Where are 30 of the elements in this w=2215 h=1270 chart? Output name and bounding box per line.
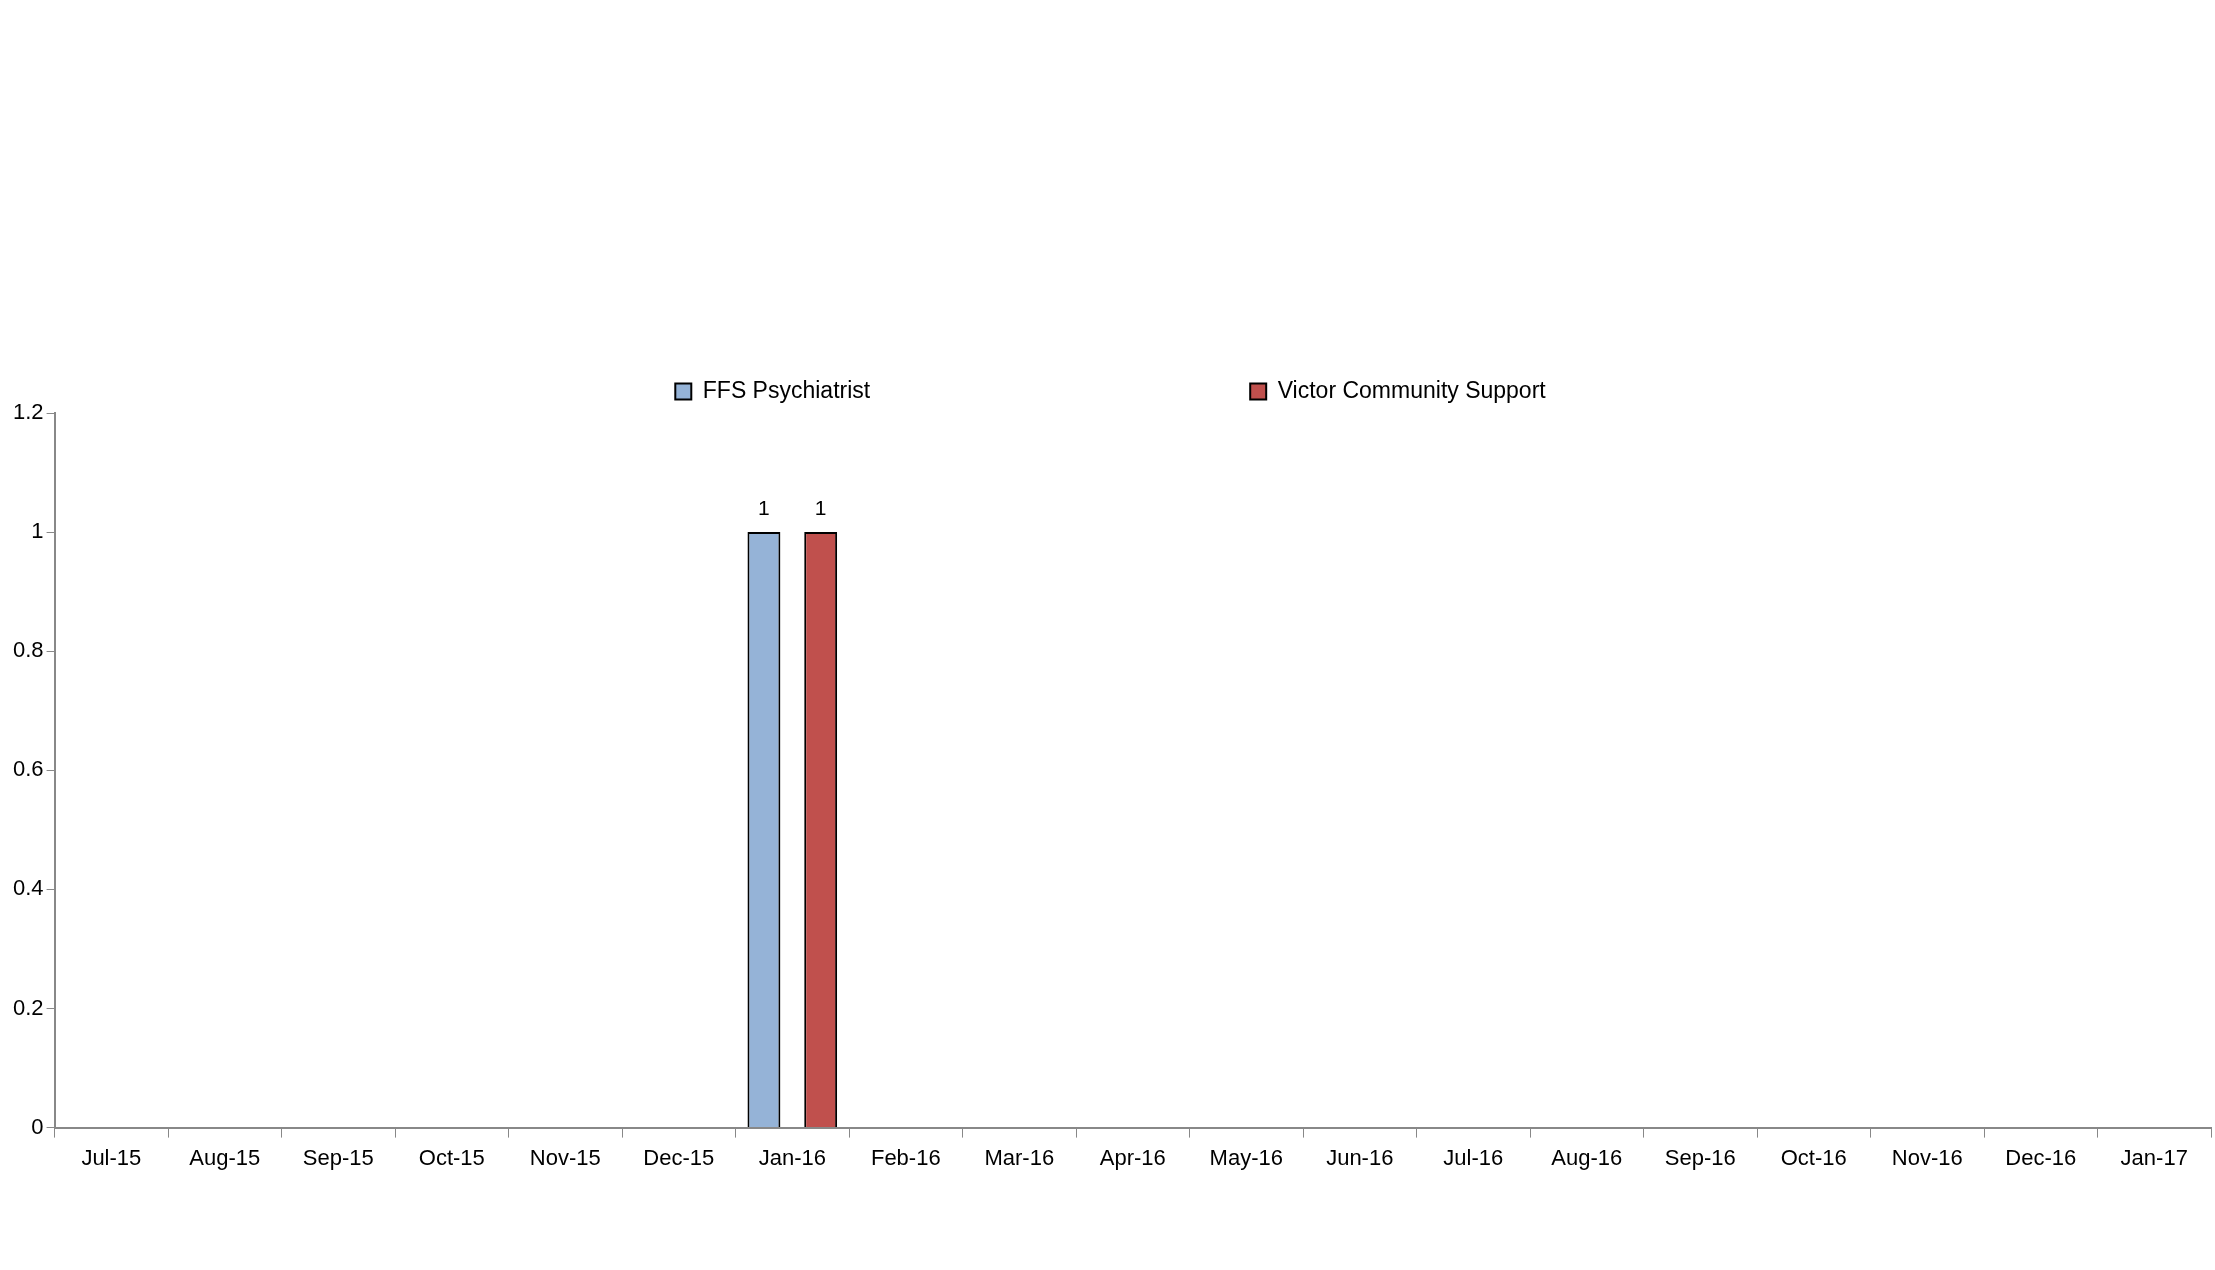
y-tick-label: 1 xyxy=(31,518,44,544)
x-tick-label: Jul-16 xyxy=(1443,1144,1504,1170)
y-tick-label: 0.4 xyxy=(12,875,44,901)
y-tick-label: 0.2 xyxy=(12,994,44,1020)
legend-label: Victor Community Support xyxy=(1277,376,1547,403)
x-tick-label: Oct-15 xyxy=(418,1144,485,1170)
x-tick-label: Jan-16 xyxy=(758,1144,826,1170)
y-tick-label: 0 xyxy=(31,1113,44,1139)
x-tick-label: Jul-15 xyxy=(81,1144,142,1170)
x-tick-label: Feb-16 xyxy=(870,1144,941,1170)
x-tick-label: May-16 xyxy=(1209,1144,1283,1170)
x-tick-label: Dec-16 xyxy=(2005,1144,2077,1170)
x-tick-label: Sep-15 xyxy=(302,1144,374,1170)
x-tick-label: Aug-15 xyxy=(189,1144,261,1170)
data-label: 1 xyxy=(758,496,770,520)
x-tick-label: Sep-16 xyxy=(1664,1144,1736,1170)
y-tick-label: 1.2 xyxy=(12,399,44,425)
legend-label: FFS Psychiatrist xyxy=(702,376,871,403)
x-tick-label: Jun-16 xyxy=(1326,1144,1394,1170)
y-tick-label: 0.6 xyxy=(12,756,44,782)
data-label: 1 xyxy=(814,496,827,520)
x-tick-label: Nov-15 xyxy=(529,1144,601,1170)
x-tick-label: Mar-16 xyxy=(984,1144,1055,1170)
x-tick-label: Jan-17 xyxy=(2120,1144,2188,1170)
x-tick-label: Apr-16 xyxy=(1099,1144,1166,1170)
x-tick-label: Aug-16 xyxy=(1551,1144,1623,1170)
x-tick-label: Nov-16 xyxy=(1891,1144,1963,1170)
y-tick-label: 0.8 xyxy=(12,637,44,663)
x-tick-label: Oct-16 xyxy=(1780,1144,1847,1170)
x-tick-label: Dec-15 xyxy=(643,1144,715,1170)
